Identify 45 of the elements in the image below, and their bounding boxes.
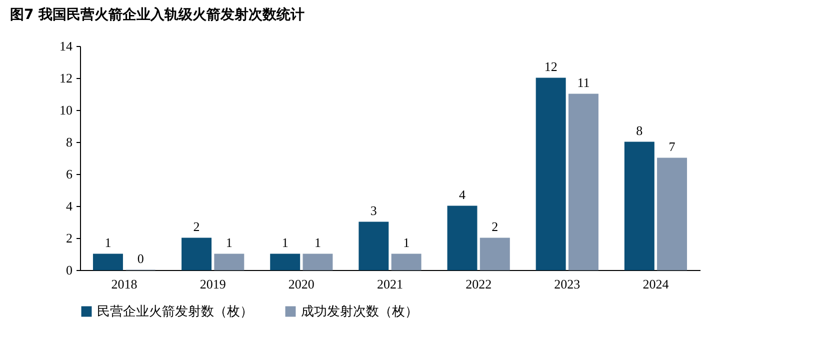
bar (391, 254, 422, 270)
legend-label: 成功发射次数（枚） (301, 304, 418, 320)
y-tick-label: 6 (66, 166, 73, 182)
data-label: 2 (492, 219, 498, 234)
x-tick-label: 2018 (111, 276, 138, 292)
y-tick-label: 4 (66, 198, 73, 214)
bar (480, 238, 510, 270)
bar (92, 254, 123, 270)
bar (182, 238, 212, 270)
bar (214, 254, 244, 270)
x-tick-label: 2021 (377, 276, 403, 292)
bar (270, 254, 300, 270)
data-label: 1 (314, 235, 321, 250)
bar (358, 222, 389, 270)
data-label: 11 (577, 75, 590, 90)
y-tick-label: 10 (60, 102, 72, 118)
data-label: 3 (370, 203, 377, 218)
x-tick-label: 2023 (554, 276, 580, 292)
data-label: 1 (226, 235, 232, 250)
data-label: 1 (282, 235, 288, 250)
y-tick-label: 14 (60, 38, 73, 54)
bar (624, 142, 654, 270)
y-tick-label: 2 (66, 230, 72, 246)
x-tick-label: 2020 (288, 276, 314, 292)
y-tick-label: 8 (66, 134, 72, 150)
data-label: 8 (636, 123, 643, 138)
legend-label: 民营企业火箭发射数（枚） (97, 304, 253, 320)
bar (536, 78, 566, 270)
data-label: 7 (668, 139, 676, 154)
bar (302, 254, 333, 270)
y-tick-label: 0 (66, 262, 72, 278)
x-tick-label: 2022 (466, 276, 492, 292)
data-label: 0 (137, 251, 144, 266)
data-label: 2 (193, 219, 200, 234)
data-label: 1 (403, 235, 410, 250)
data-label: 4 (459, 187, 466, 202)
bar (447, 206, 478, 270)
data-label: 1 (104, 235, 112, 250)
y-tick-label: 12 (60, 70, 72, 86)
bar (568, 94, 598, 270)
data-label: 12 (544, 59, 558, 74)
x-tick-label: 2024 (642, 276, 670, 292)
chart-title: 图7 我国民营火箭企业入轨级火箭发射次数统计 (10, 6, 305, 23)
bar (657, 158, 688, 270)
x-tick-label: 2019 (200, 276, 226, 292)
